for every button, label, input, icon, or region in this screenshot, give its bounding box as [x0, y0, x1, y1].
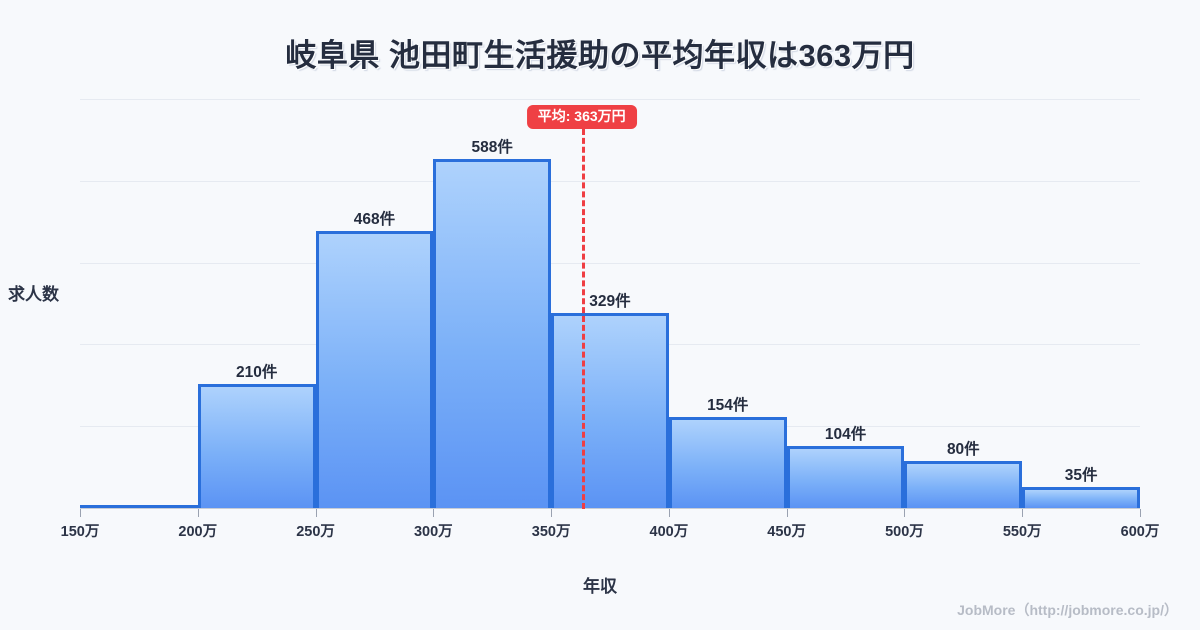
bar-300万-350万[interactable]	[433, 159, 552, 508]
bar-250万-300万[interactable]	[315, 230, 434, 508]
x-axis-tick-label: 200万	[178, 524, 218, 540]
x-axis-tick-label: 500万	[885, 524, 924, 540]
page-title: 岐阜県 池田町生活援助の平均年収は363万円	[285, 38, 915, 73]
x-axis-tick-label: 550万	[1002, 524, 1042, 540]
bar-450万-500万[interactable]	[786, 446, 905, 508]
x-axis-tick	[1022, 509, 1024, 517]
x-axis-tick	[904, 509, 906, 517]
bar-value-label: 154件	[707, 396, 749, 414]
x-axis-tick-label: 400万	[649, 524, 689, 540]
bar-value-label: 588件	[471, 139, 513, 157]
bar-value-label: 329件	[589, 292, 631, 310]
gridline	[80, 180, 1140, 182]
x-axis-tick	[1140, 509, 1141, 517]
x-axis-tick-label: 250万	[296, 524, 335, 540]
x-axis-tick	[786, 509, 788, 517]
gridline	[80, 99, 1140, 100]
x-axis-tick	[668, 509, 670, 517]
x-axis-tick-label: 450万	[767, 524, 807, 540]
x-axis-tick	[315, 509, 317, 517]
x-axis-tick-label: 300万	[413, 524, 453, 540]
x-axis-tick	[80, 509, 81, 517]
bar-value-label: 210件	[235, 363, 278, 381]
bar-200万-250万[interactable]	[197, 383, 316, 508]
bar-value-label: 35件	[1064, 467, 1098, 485]
x-axis-tick-label: 350万	[531, 524, 571, 540]
bar-value-label: 80件	[946, 440, 980, 458]
footer-credit: JobMore（http://jobmore.co.jp/）	[957, 602, 1178, 618]
gridline	[80, 262, 1140, 264]
x-axis-line	[80, 508, 1140, 509]
average-line	[581, 129, 585, 509]
x-axis-tick	[551, 509, 553, 517]
x-axis-tick-label: 600万	[1120, 524, 1160, 540]
x-axis-title: 年収	[583, 577, 617, 596]
x-axis-tick	[197, 509, 199, 517]
bar-value-label: 468件	[353, 210, 396, 228]
x-axis-tick	[433, 509, 435, 517]
x-axis-tick-label: 150万	[60, 524, 100, 540]
bar-350万-400万[interactable]	[551, 312, 669, 508]
bar-500万-550万[interactable]	[904, 460, 1023, 508]
bar-400万-450万[interactable]	[668, 416, 787, 508]
y-axis-title: 求人数	[8, 285, 59, 304]
bar-150万-200万[interactable]	[80, 505, 198, 508]
bar-value-label: 104件	[824, 426, 867, 444]
bar-550万-600万[interactable]	[1022, 487, 1140, 508]
average-badge[interactable]: 平均: 363万円	[526, 105, 637, 130]
